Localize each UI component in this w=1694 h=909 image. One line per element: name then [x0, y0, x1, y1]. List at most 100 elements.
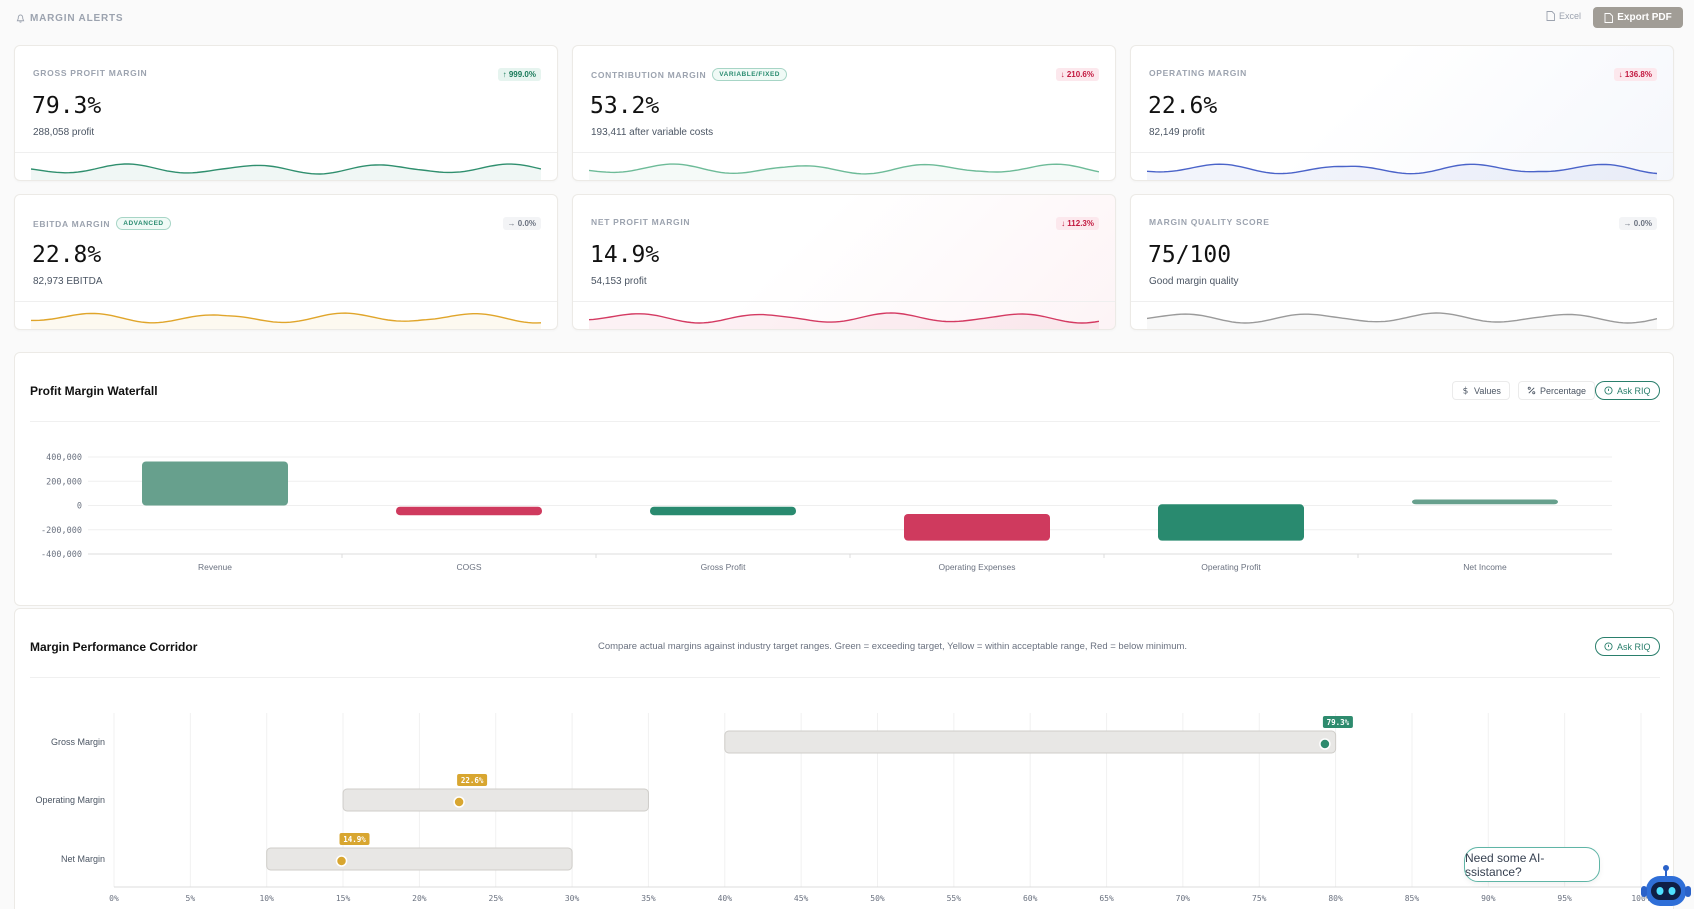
kpi-card-ebitda-margin[interactable]: EBITDA MARGIN ADVANCED → 0.0% 22.8% 82,97…: [14, 194, 558, 330]
change-badge: ↓ 136.8%: [1613, 68, 1657, 81]
robot-assistant-icon[interactable]: [1640, 862, 1692, 909]
sparkline: [31, 163, 541, 180]
file-icon: [1546, 11, 1555, 21]
export-pdf-button[interactable]: Export PDF: [1593, 7, 1683, 28]
x-tick-label: Operating Profit: [1201, 562, 1261, 572]
kpi-label: OPERATING MARGIN: [1149, 68, 1247, 78]
waterfall-title: Profit Margin Waterfall: [30, 384, 158, 398]
kpi-label: MARGIN QUALITY SCORE: [1149, 217, 1270, 227]
waterfall-panel: Profit Margin Waterfall $ Values Percent…: [14, 352, 1674, 606]
x-tick-label: 40%: [718, 894, 733, 903]
kpi-subtext: 288,058 profit: [33, 127, 95, 138]
values-toggle-button[interactable]: $ Values: [1452, 381, 1510, 400]
waterfall-chart: 400,000 200,000 0 -200,000 -400,000 Revenue CO…: [41, 453, 1612, 572]
x-tick-label: 80%: [1328, 894, 1343, 903]
excel-export-button[interactable]: Excel: [1546, 11, 1581, 21]
target-range-bar[interactable]: [266, 847, 573, 871]
divider: [573, 152, 1115, 153]
sparkline-area: [1147, 164, 1657, 180]
divider: [1131, 301, 1673, 302]
waterfall-bar[interactable]: [650, 506, 796, 516]
kpi-card-gross-profit-margin[interactable]: GROSS PROFIT MARGIN ↑ 999.0% 79.3% 288,0…: [14, 45, 558, 181]
sparkline-area: [31, 164, 541, 180]
divider: [1131, 152, 1673, 153]
x-tick-label: Gross Profit: [701, 562, 747, 572]
sparkline-area: [589, 164, 1099, 180]
kpi-card-net-profit-margin[interactable]: NET PROFIT MARGIN ↓ 112.3% 14.9% 54,153 …: [572, 194, 1116, 330]
help-icon: [1604, 642, 1613, 651]
y-tick-label: -400,000: [41, 550, 82, 560]
x-tick-label: 10%: [259, 894, 274, 903]
excel-export-label: Excel: [1559, 11, 1582, 21]
y-category-label: Gross Margin: [51, 737, 105, 747]
percentage-toggle-button[interactable]: Percentage: [1518, 381, 1596, 400]
x-tick-label: 20%: [412, 894, 427, 903]
ask-riq-button[interactable]: Ask RIQ: [1595, 637, 1660, 656]
waterfall-bar[interactable]: [142, 461, 288, 506]
corridor-panel: Margin Performance Corridor Ask RIQ 0% 5%…: [14, 608, 1674, 909]
y-tick-label: 400,000: [46, 453, 82, 463]
actual-label-box: [1322, 716, 1353, 728]
kpi-tag: ADVANCED: [116, 217, 171, 230]
kpi-value: 75/100: [1148, 242, 1232, 268]
kpi-card-operating-margin[interactable]: OPERATING MARGIN ↓ 136.8% 22.6% 82,149 p…: [1130, 45, 1674, 181]
sparkline-line: [589, 312, 1099, 324]
kpi-label: NET PROFIT MARGIN: [591, 217, 691, 227]
kpi-value: 53.2%: [590, 93, 660, 119]
change-badge: ↓ 210.6%: [1055, 68, 1099, 81]
corridor-description: Compare actual margins against industry …: [598, 641, 1188, 652]
kpi-subtext: 54,153 profit: [591, 276, 647, 287]
actual-label-box: [457, 774, 488, 786]
change-badge: → 0.0%: [502, 217, 541, 230]
top-bar: MARGIN ALERTS Excel Export PDF: [0, 0, 1694, 38]
x-tick-label: 90%: [1481, 894, 1496, 903]
kpi-subtext: 82,149 profit: [1149, 127, 1205, 138]
values-toggle-label: Values: [1474, 385, 1501, 396]
sparkline-line: [31, 312, 541, 324]
sparkline-line: [589, 163, 1099, 175]
target-range-bar[interactable]: [724, 730, 1337, 754]
page-title: MARGIN ALERTS: [16, 13, 123, 24]
actual-marker[interactable]: [335, 855, 348, 867]
kpi-value: 14.9%: [590, 242, 660, 268]
x-tick-label: 50%: [870, 894, 885, 903]
sparkline-area: [1147, 313, 1657, 329]
ask-riq-label: Ask RIQ: [1617, 641, 1651, 652]
ai-assistance-bubble[interactable]: Need some AI-ssistance?: [1464, 847, 1600, 882]
change-badge: ↑ 999.0%: [497, 68, 541, 81]
sparkline: [1147, 163, 1657, 180]
help-icon: [1604, 386, 1613, 395]
percent-icon: [1527, 386, 1536, 395]
x-tick-label: 85%: [1405, 894, 1420, 903]
actual-marker[interactable]: [453, 796, 465, 808]
target-range-bar[interactable]: [342, 788, 649, 812]
bell-icon: [16, 14, 25, 23]
waterfall-bar[interactable]: [396, 506, 542, 516]
kpi-card-contribution-margin[interactable]: CONTRIBUTION MARGIN VARIABLE/FIXED ↓ 210.…: [572, 45, 1116, 181]
kpi-tag: VARIABLE/FIXED: [712, 68, 787, 81]
divider: [15, 152, 557, 153]
change-badge: → 0.0%: [1618, 217, 1657, 230]
x-tick-label: 65%: [1099, 894, 1114, 903]
kpi-value: 79.3%: [32, 93, 102, 119]
svg-text:$: $: [1463, 387, 1469, 395]
x-tick-label: 25%: [489, 894, 504, 903]
ask-riq-button[interactable]: Ask RIQ: [1595, 381, 1660, 400]
page-title-text: MARGIN ALERTS: [30, 13, 124, 24]
kpi-subtext: Good margin quality: [1149, 276, 1239, 287]
divider: [30, 421, 1660, 422]
dollar-icon: $: [1463, 387, 1469, 395]
change-badge: ↓ 112.3%: [1056, 217, 1099, 230]
x-tick-label: COGS: [456, 562, 481, 572]
x-tick-label: 100%: [1631, 894, 1650, 903]
sparkline-area: [31, 313, 541, 329]
waterfall-bar[interactable]: [1158, 504, 1304, 541]
actual-marker[interactable]: [1319, 738, 1331, 750]
kpi-card-margin-quality-score[interactable]: MARGIN QUALITY SCORE → 0.0% 75/100 Good …: [1130, 194, 1674, 330]
actual-label-box: [339, 833, 370, 845]
export-pdf-label: Export PDF: [1617, 12, 1672, 23]
waterfall-bar[interactable]: [904, 513, 1050, 541]
waterfall-bar[interactable]: [1412, 499, 1558, 505]
sparkline: [31, 312, 541, 329]
kpi-label: EBITDA MARGIN ADVANCED: [33, 217, 171, 230]
